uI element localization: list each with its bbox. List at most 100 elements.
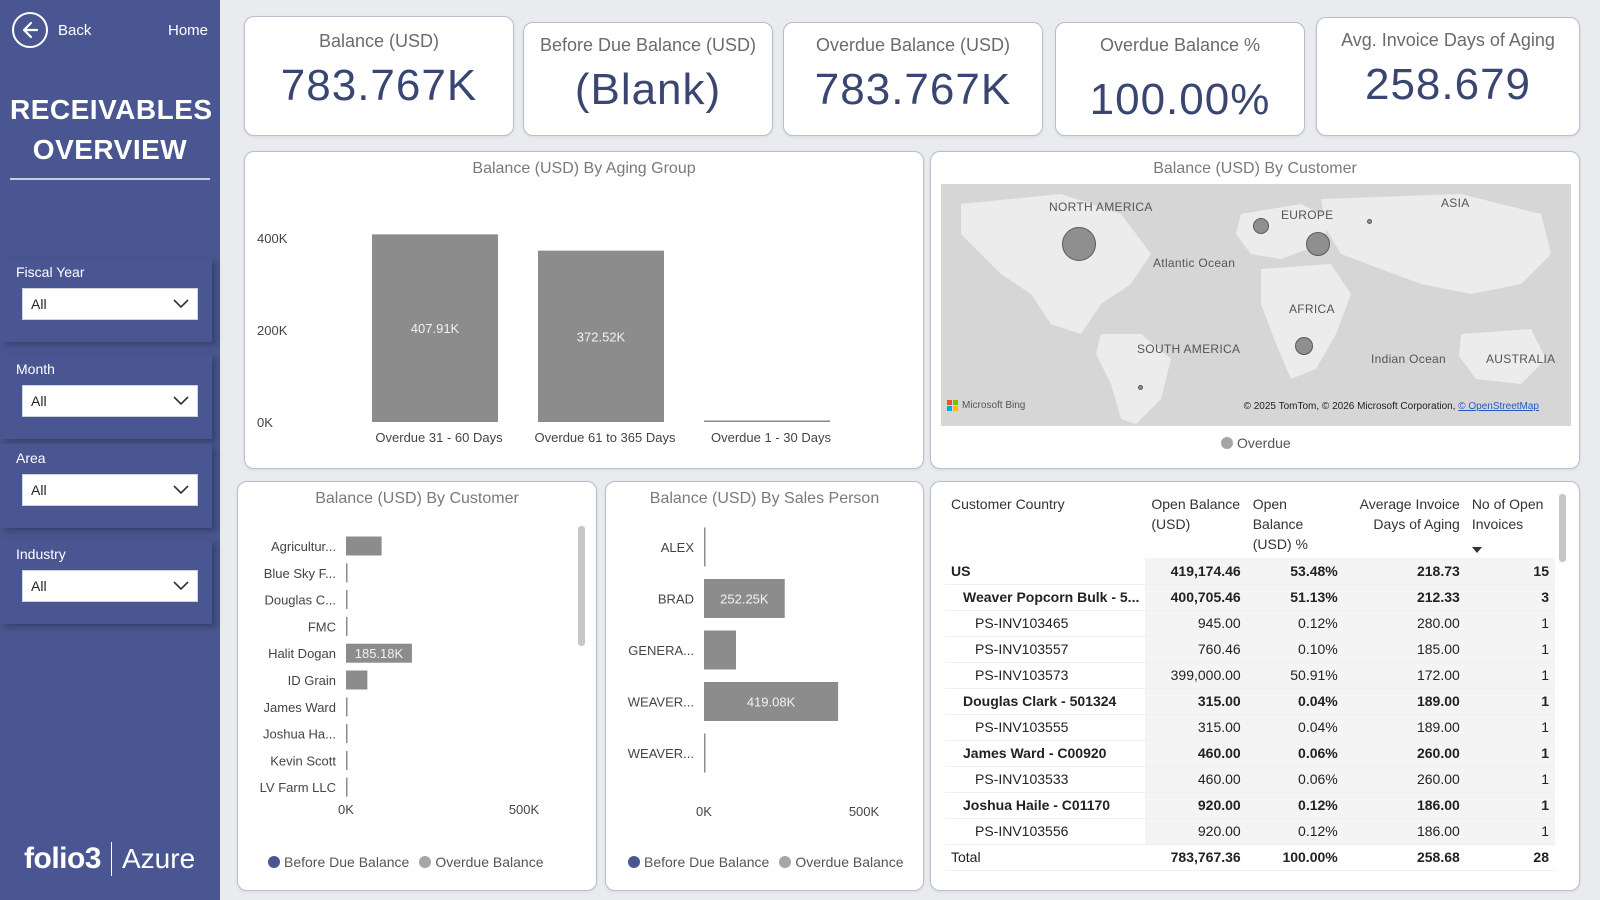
- cell-open-balance: 945.00: [1145, 610, 1247, 637]
- map-label-europe: EUROPE: [1281, 208, 1334, 222]
- horizontal-bar[interactable]: [346, 697, 348, 717]
- cell-open-invoices: 1: [1465, 740, 1555, 767]
- horizontal-bar[interactable]: [346, 724, 348, 744]
- page-title: RECEIVABLES OVERVIEW: [10, 90, 212, 170]
- y-tick-label: 400K: [257, 231, 288, 246]
- cell-open-balance-pct: 0.04%: [1246, 714, 1344, 741]
- cell-avg-days: 186.00: [1343, 792, 1466, 819]
- home-button[interactable]: Home: [167, 22, 208, 39]
- map-label-north-america: NORTH AMERICA: [1049, 200, 1153, 214]
- cell-customer: PS-INV103573: [945, 662, 1146, 689]
- map-bubble-europe-east[interactable]: [1306, 232, 1330, 256]
- kpi-card-balance: Balance (USD) 783.767K: [244, 16, 514, 136]
- table-row[interactable]: Weaver Popcorn Bulk - 5... 400,705.46 51.1…: [945, 584, 1555, 611]
- cell-open-balance: 920.00: [1145, 792, 1247, 819]
- chart-title: Balance (USD) By Aging Group: [472, 160, 696, 177]
- map-label-atlantic: Atlantic Ocean: [1153, 256, 1236, 270]
- kpi-label: Balance (USD): [318, 31, 440, 51]
- table-row[interactable]: PS-INV103556 920.00 0.12% 186.00 1: [945, 818, 1555, 845]
- title-divider: [10, 178, 210, 180]
- table-row[interactable]: PS-INV103573 399,000.00 50.91% 172.00 1: [945, 662, 1555, 689]
- cell-customer: PS-INV103555: [945, 714, 1146, 741]
- filter-label: Area: [16, 450, 46, 466]
- cell-open-invoices: 1: [1465, 610, 1555, 637]
- x-tick-label: 500K: [849, 804, 880, 819]
- horizontal-bar[interactable]: [346, 750, 348, 770]
- aging-bar[interactable]: [538, 250, 664, 422]
- map-bubble-europe-west[interactable]: [1253, 218, 1269, 234]
- table-row[interactable]: Joshua Haile - C01170 920.00 0.12% 186.00 1: [945, 792, 1555, 819]
- industry-dropdown[interactable]: All: [22, 570, 198, 602]
- y-category-label: Agricultur...: [271, 539, 336, 554]
- col-header-open-invoices[interactable]: No of Open Invoices: [1466, 494, 1555, 558]
- horizontal-bar[interactable]: [346, 670, 368, 690]
- cell-open-invoices: 1: [1465, 792, 1555, 819]
- map-bubble-south-america[interactable]: [1138, 385, 1143, 390]
- aging-bar[interactable]: [704, 420, 830, 422]
- chevron-down-icon: [173, 396, 189, 406]
- horizontal-bar[interactable]: [346, 616, 348, 636]
- horizontal-bar[interactable]: [346, 590, 348, 610]
- customer-chart-legend: Before Due Balance Overdue Balance: [268, 854, 544, 870]
- overdue-legend-dot: [419, 856, 432, 868]
- col-header-country[interactable]: Customer Country: [951, 496, 1065, 512]
- area-dropdown[interactable]: All: [22, 474, 198, 506]
- col-header-open-balance-pct[interactable]: Open Balance (USD) %: [1252, 496, 1308, 552]
- col-header-avg-days[interactable]: Average Invoice Days of Aging: [1359, 496, 1460, 532]
- x-tick-label: 500K: [509, 802, 540, 817]
- y-category-label: LV Farm LLC: [260, 780, 336, 795]
- map-bubble-asia[interactable]: [1367, 219, 1372, 224]
- cell-total-days: 258.68: [1343, 844, 1466, 871]
- fiscal-year-dropdown[interactable]: All: [22, 288, 198, 320]
- horizontal-bar[interactable]: [704, 682, 839, 721]
- map-bubble-north-america[interactable]: [1062, 227, 1096, 261]
- map-legend: Overdue: [1221, 435, 1291, 451]
- osm-link[interactable]: © OpenStreetMap: [1458, 401, 1539, 412]
- horizontal-bar[interactable]: [704, 579, 785, 618]
- receivables-table: Customer Country Open Balance (USD) Open…: [945, 494, 1555, 871]
- back-button[interactable]: Back: [12, 12, 91, 48]
- horizontal-bar[interactable]: [346, 536, 382, 556]
- cell-open-balance-pct: 0.06%: [1246, 740, 1344, 767]
- chevron-down-icon: [173, 581, 189, 591]
- chevron-down-icon: [173, 299, 189, 309]
- filter-label: Industry: [16, 546, 66, 562]
- table-row[interactable]: PS-INV103533 460.00 0.06% 260.00 1: [945, 766, 1555, 793]
- table-row[interactable]: PS-INV103557 760.46 0.10% 185.00 1: [945, 636, 1555, 663]
- horizontal-bar[interactable]: [346, 777, 348, 797]
- horizontal-bar[interactable]: [704, 630, 736, 670]
- horizontal-bar[interactable]: [346, 643, 412, 663]
- table-row[interactable]: PS-INV103555 315.00 0.04% 189.00 1: [945, 714, 1555, 741]
- cell-total-label: Total: [945, 844, 1146, 871]
- cell-open-invoices: 1: [1465, 636, 1555, 663]
- map-bubble-africa[interactable]: [1295, 337, 1313, 355]
- table-row[interactable]: US 419,174.46 53.48% 218.73 15: [945, 558, 1555, 585]
- horizontal-bar[interactable]: [346, 563, 348, 583]
- cell-avg-days: 260.00: [1343, 766, 1466, 793]
- cell-open-balance: 400,705.46: [1145, 584, 1247, 611]
- cell-open-balance-pct: 0.04%: [1246, 688, 1344, 715]
- horizontal-bar[interactable]: [704, 527, 706, 567]
- cell-customer: Joshua Haile - C01170: [945, 792, 1146, 819]
- world-map[interactable]: NORTH AMERICA EUROPE ASIA Atlantic Ocean…: [941, 184, 1571, 426]
- table-header-row: Customer Country Open Balance (USD) Open…: [945, 494, 1555, 558]
- table-row[interactable]: Douglas Clark - 501324 315.00 0.04% 189.00 1: [945, 688, 1555, 715]
- kpi-card-overdue-pct: Overdue Balance % 100.00%: [1055, 22, 1305, 136]
- aging-bar[interactable]: [372, 234, 498, 422]
- col-header-open-balance[interactable]: Open Balance (USD): [1151, 496, 1241, 532]
- chart-scrollbar[interactable]: [578, 526, 585, 646]
- cell-customer: US: [945, 558, 1146, 585]
- before-due-legend-dot: [268, 856, 280, 868]
- table-row[interactable]: PS-INV103465 945.00 0.12% 280.00 1: [945, 610, 1555, 637]
- bar-value-label: 185.18K: [355, 646, 404, 661]
- filter-area: Area All: [0, 444, 212, 528]
- cell-open-balance-pct: 0.10%: [1246, 636, 1344, 663]
- customer-bar-chart: Agricultur... Blue Sky F... Douglas C... FM…: [260, 536, 540, 817]
- table-scrollbar[interactable]: [1559, 494, 1566, 562]
- horizontal-bar[interactable]: [704, 733, 706, 773]
- table-row[interactable]: James Ward - C00920 460.00 0.06% 260.00 1: [945, 740, 1555, 767]
- cell-avg-days: 185.00: [1343, 636, 1466, 663]
- month-dropdown[interactable]: All: [22, 385, 198, 417]
- cell-avg-days: 260.00: [1343, 740, 1466, 767]
- y-category-label: Kevin Scott: [270, 753, 336, 768]
